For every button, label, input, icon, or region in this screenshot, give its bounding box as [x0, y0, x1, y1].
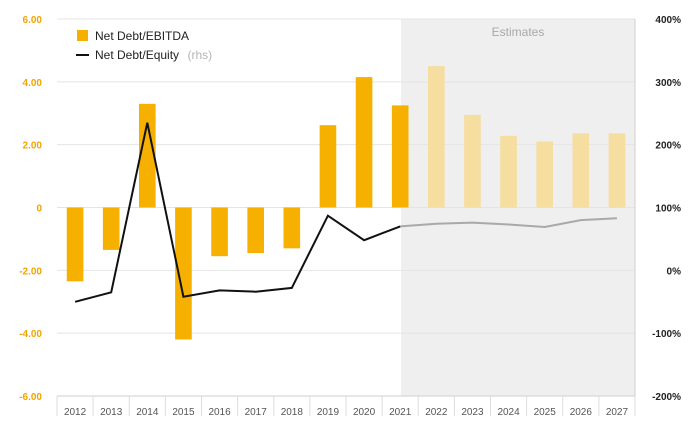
right-axis: 400% 300% 200% 100% 0% -100% -200%: [652, 15, 681, 403]
right-tick-label: 0%: [667, 266, 682, 277]
bar-2024: [500, 136, 517, 208]
x-tick-label: 2027: [606, 407, 629, 418]
legend-label-line-group: Net Debt/Equity (rhs): [95, 46, 212, 63]
x-tick-label: 2026: [570, 407, 593, 418]
bar-2012: [67, 208, 84, 282]
left-tick-label: -4.00: [19, 329, 42, 340]
bar-2019: [320, 125, 337, 207]
left-tick-label: 4.00: [23, 78, 43, 89]
bar-2027: [609, 133, 626, 207]
right-tick-label: -200%: [652, 392, 681, 403]
x-tick-label: 2019: [317, 407, 340, 418]
legend-swatch-bar: [77, 30, 88, 41]
left-tick-label: 6.00: [23, 15, 43, 26]
left-tick-label: 2.00: [23, 141, 43, 152]
left-tick-label: -6.00: [19, 392, 42, 403]
legend-label-line: Net Debt/Equity: [95, 48, 179, 62]
bar-2020: [356, 77, 373, 207]
left-tick-label: 0: [36, 204, 42, 215]
bar-2017: [247, 208, 264, 254]
left-axis: 6.00 4.00 2.00 0 -2.00 -4.00 -6.00: [19, 15, 42, 403]
x-tick-label: 2014: [136, 407, 159, 418]
x-tick-label: 2020: [353, 407, 376, 418]
x-tick-label: 2013: [100, 407, 123, 418]
x-tick-label: 2016: [208, 407, 231, 418]
bar-2021: [392, 105, 409, 207]
x-tick-label: 2024: [497, 407, 520, 418]
estimates-label: Estimates: [492, 25, 545, 39]
x-tick-label: 2012: [64, 407, 87, 418]
right-tick-label: 400%: [655, 15, 681, 26]
x-tick-label: 2017: [245, 407, 268, 418]
x-axis: 2012 2013 2014 2015 2016 2017 2018 2019 2020 2021…: [57, 396, 635, 418]
bar-2023: [464, 115, 481, 208]
right-tick-label: 300%: [655, 78, 681, 89]
right-tick-label: 100%: [655, 204, 681, 215]
bar-2016: [211, 208, 228, 257]
bar-2026: [573, 133, 590, 207]
right-tick-label: -100%: [652, 329, 681, 340]
x-tick-label: 2023: [461, 407, 484, 418]
x-tick-label: 2022: [425, 407, 448, 418]
bar-2018: [284, 208, 301, 249]
bar-2025: [536, 142, 553, 208]
x-tick-label: 2015: [172, 407, 195, 418]
legend-label-bar: Net Debt/EBITDA: [95, 29, 189, 43]
legend: Net Debt/EBITDA Net Debt/Equity (rhs): [76, 29, 212, 63]
x-tick-label: 2018: [281, 407, 304, 418]
x-tick-label: 2021: [389, 407, 412, 418]
bar-2022: [428, 66, 445, 207]
left-tick-label: -2.00: [19, 266, 42, 277]
bar-2013: [103, 208, 120, 250]
x-tick-label: 2025: [534, 407, 557, 418]
legend-label-rhs: (rhs): [188, 48, 213, 62]
line-actuals: [75, 123, 400, 302]
right-tick-label: 200%: [655, 141, 681, 152]
